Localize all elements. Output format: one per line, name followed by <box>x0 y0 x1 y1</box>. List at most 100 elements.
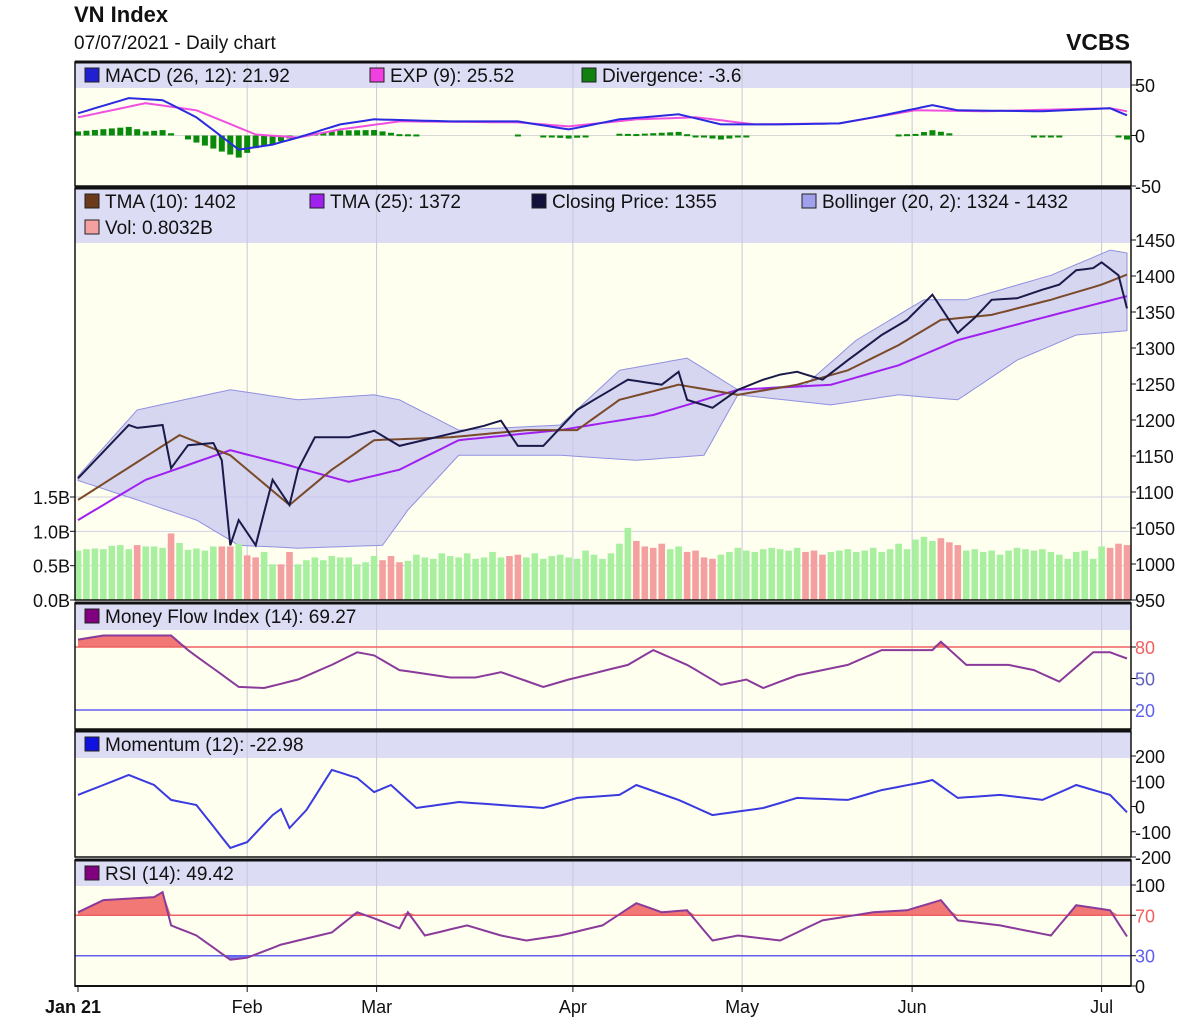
divergence-bar <box>1124 135 1130 140</box>
volume-bar <box>971 549 979 600</box>
divergence-bar <box>929 130 936 136</box>
divergence-bar <box>320 132 327 136</box>
divergence-bar <box>582 135 589 138</box>
volume-bar <box>1013 547 1021 600</box>
macd-legend-label: EXP (9): 25.52 <box>390 66 514 87</box>
volume-bar <box>539 558 547 600</box>
volume-bar <box>286 551 293 600</box>
x-tick-label: Feb <box>232 997 263 1017</box>
momentum-ytick-label: 0 <box>1135 798 1145 818</box>
volume-bar <box>759 549 767 600</box>
divergence-bar <box>1030 135 1037 138</box>
rsi-legend-band <box>75 860 1131 886</box>
volume-bar <box>116 545 124 600</box>
divergence-bar <box>278 135 285 142</box>
divergence-bar <box>108 128 115 136</box>
price-ytick-label: 1400 <box>1135 267 1175 287</box>
volume-bar <box>658 543 666 600</box>
volume-bar <box>421 557 429 600</box>
divergence-bar <box>75 131 81 136</box>
volume-bar <box>150 546 158 600</box>
volume-bar <box>996 554 1004 600</box>
divergence-bar <box>557 135 564 138</box>
volume-bar <box>1098 546 1105 600</box>
volume-bar <box>599 558 606 600</box>
rsi-ytick-label: 70 <box>1135 906 1155 926</box>
volume-bar <box>362 562 369 600</box>
divergence-bar <box>946 133 953 136</box>
volume-bar <box>269 564 276 600</box>
volume-bar <box>83 549 90 600</box>
volume-bar <box>785 550 792 600</box>
volume-bar <box>184 549 192 600</box>
volume-bar <box>472 558 479 600</box>
brand-label: VCBS <box>1066 29 1130 55</box>
volume-bar <box>74 550 82 600</box>
momentum-legend-label: Momentum (12): -22.98 <box>105 735 304 756</box>
divergence-bar <box>388 132 395 136</box>
volume-bar <box>506 556 513 600</box>
macd-legend-swatch <box>581 67 597 83</box>
volume-bar <box>649 547 657 600</box>
divergence-bar <box>100 129 107 136</box>
tma25-line <box>77 295 1128 521</box>
momentum-legend-swatch <box>84 736 100 752</box>
volume-bar <box>836 550 843 600</box>
divergence-bar <box>726 135 733 139</box>
volume-bar <box>802 551 809 600</box>
volume-bar <box>336 557 344 600</box>
volume-bar <box>878 551 885 600</box>
volume-bar <box>176 543 183 600</box>
divergence-bar <box>624 133 631 136</box>
divergence-bar <box>413 134 420 137</box>
divergence-bar <box>920 132 927 136</box>
volume-bar <box>218 546 226 600</box>
volume-bar <box>920 536 928 600</box>
volume-bar <box>1106 547 1114 600</box>
divergence-bar <box>227 135 234 155</box>
volume-bar <box>734 547 742 600</box>
volume-bar <box>633 540 640 600</box>
volume-bar <box>565 557 572 600</box>
volume-bar <box>810 550 818 600</box>
divergence-bar <box>709 135 716 139</box>
volume-bar <box>108 545 116 600</box>
divergence-bar <box>734 135 741 138</box>
price-legend-label: TMA (10): 1402 <box>105 192 236 213</box>
rsi-legend-swatch <box>84 865 100 881</box>
volume-bar <box>844 549 852 600</box>
divergence-bar <box>904 134 911 137</box>
divergence-bar <box>396 134 403 137</box>
volume-bar <box>167 533 175 600</box>
bollinger-band <box>77 249 1128 549</box>
divergence-bar <box>717 135 724 140</box>
volume-bar <box>573 558 581 600</box>
price-legend-label: Bollinger (20, 2): 1324 - 1432 <box>822 192 1068 213</box>
mfi-legend-band <box>75 603 1131 630</box>
volume-bar <box>311 557 319 600</box>
price-ytick-label: 1050 <box>1135 519 1175 539</box>
divergence-bar <box>151 130 158 136</box>
price-legend-label: Vol: 0.8032B <box>105 218 213 239</box>
volume-bar <box>1115 543 1122 600</box>
volume-bar <box>446 556 454 600</box>
chart-subtitle: 07/07/2021 - Daily chart <box>74 33 276 54</box>
divergence-bar <box>345 130 352 136</box>
divergence-bar <box>641 133 648 136</box>
volume-bar <box>243 555 251 600</box>
divergence-bar <box>159 130 166 136</box>
volume-bar <box>260 551 268 600</box>
volume-bar <box>937 538 945 600</box>
divergence-bar <box>616 133 623 136</box>
volume-bar <box>895 543 902 600</box>
momentum-ytick-label: 200 <box>1135 747 1165 767</box>
divergence-bar <box>252 135 259 149</box>
price-legend-band <box>75 188 1131 243</box>
volume-bar <box>133 545 141 600</box>
volume-bar <box>379 560 386 600</box>
divergence-bar <box>261 135 268 147</box>
volume-bar <box>962 550 970 600</box>
macd-ytick-label: -50 <box>1135 177 1161 197</box>
volume-bar <box>277 564 285 600</box>
